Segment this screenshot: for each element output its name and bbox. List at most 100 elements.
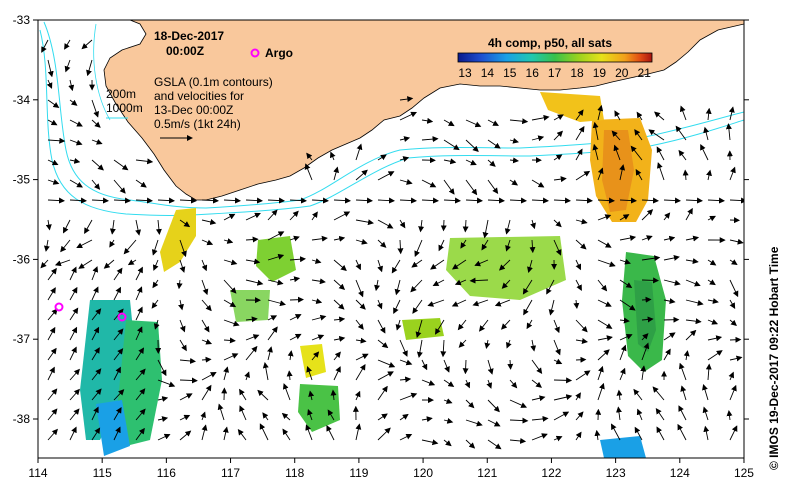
velocity-arrow bbox=[729, 355, 743, 362]
x-tick-label: 122 bbox=[541, 466, 561, 480]
contour-inner bbox=[93, 23, 111, 121]
velocity-arrow bbox=[530, 339, 537, 352]
velocity-arrow bbox=[726, 410, 733, 421]
velocity-arrow bbox=[421, 439, 439, 446]
velocity-arrow bbox=[616, 389, 623, 401]
velocity-arrow bbox=[395, 319, 402, 331]
velocity-arrow bbox=[399, 179, 413, 185]
velocity-arrow bbox=[484, 339, 491, 349]
velocity-arrow bbox=[376, 299, 383, 310]
velocity-arrow bbox=[619, 317, 630, 324]
velocity-arrow bbox=[597, 214, 612, 221]
velocity-arrow bbox=[289, 256, 306, 263]
velocity-arrow bbox=[680, 385, 687, 401]
velocity-arrow bbox=[548, 299, 555, 316]
velocity-arrow bbox=[244, 371, 250, 381]
velocity-arrow bbox=[259, 423, 269, 441]
velocity-arrow bbox=[289, 235, 300, 242]
velocity-arrow bbox=[245, 197, 263, 204]
velocity-arrow bbox=[223, 319, 240, 327]
velocity-arrow bbox=[575, 259, 582, 271]
velocity-arrow bbox=[415, 319, 423, 338]
velocity-arrow bbox=[597, 259, 616, 268]
velocity-arrow bbox=[311, 197, 329, 204]
velocity-arrow bbox=[69, 368, 80, 381]
y-tick-label: -33 bbox=[13, 13, 31, 27]
velocity-arrow bbox=[109, 219, 116, 235]
velocity-arrow bbox=[54, 259, 71, 267]
x-tick-label: 123 bbox=[606, 466, 626, 480]
velocity-arrow bbox=[575, 197, 593, 204]
velocity-arrow bbox=[619, 214, 630, 221]
depth-label-1000m: 1000m bbox=[106, 101, 143, 115]
velocity-arrow bbox=[630, 145, 643, 161]
velocity-arrow bbox=[575, 218, 588, 225]
y-tick-label: -35 bbox=[13, 173, 31, 187]
velocity-arrow bbox=[47, 267, 57, 281]
velocity-arrow bbox=[201, 219, 217, 225]
velocity-arrow bbox=[611, 130, 621, 141]
velocity-arrow bbox=[440, 339, 447, 358]
velocity-arrow bbox=[619, 299, 636, 311]
velocity-arrow bbox=[267, 299, 286, 307]
velocity-arrow bbox=[355, 279, 364, 298]
velocity-arrow bbox=[654, 111, 665, 121]
velocity-arrow bbox=[656, 146, 665, 161]
velocity-arrow bbox=[531, 433, 548, 441]
velocity-arrow bbox=[91, 179, 101, 190]
velocity-arrow bbox=[414, 239, 423, 258]
map-time: 00:00Z bbox=[166, 44, 204, 58]
velocity-arrow bbox=[597, 365, 604, 381]
x-tick-label: 114 bbox=[28, 466, 47, 480]
velocity-arrow bbox=[478, 319, 489, 332]
velocity-arrow bbox=[597, 299, 612, 307]
velocity-arrow bbox=[157, 416, 169, 423]
velocity-arrow bbox=[304, 163, 313, 181]
velocity-arrow bbox=[223, 366, 230, 381]
velocity-arrow bbox=[729, 384, 737, 401]
y-axis: -33 -34 -35 -36 -37 -38 bbox=[13, 13, 749, 426]
velocity-arrow bbox=[47, 119, 58, 126]
velocity-arrow bbox=[526, 319, 533, 330]
velocity-arrow bbox=[472, 299, 489, 307]
velocity-arrow bbox=[223, 279, 237, 294]
x-tick-label: 121 bbox=[477, 466, 497, 480]
velocity-arrow bbox=[201, 279, 209, 296]
argo-float-marker bbox=[117, 312, 127, 322]
velocity-arrow bbox=[289, 296, 304, 303]
velocity-arrow bbox=[597, 239, 612, 248]
velocity-arrow bbox=[481, 239, 489, 251]
velocity-arrow bbox=[47, 388, 58, 401]
velocity-arrow bbox=[575, 109, 584, 121]
velocity-arrow bbox=[575, 125, 585, 141]
velocity-arrow bbox=[355, 259, 361, 271]
colorbar-tick-label: 13 bbox=[458, 66, 472, 80]
velocity-arrow bbox=[706, 169, 712, 181]
velocity-arrow bbox=[179, 219, 191, 228]
velocity-arrow bbox=[432, 279, 445, 286]
velocity-arrow bbox=[135, 388, 146, 401]
velocity-arrow bbox=[201, 319, 210, 333]
velocity-arrow bbox=[201, 384, 212, 401]
velocity-arrow bbox=[487, 159, 496, 167]
velocity-arrow bbox=[267, 346, 273, 361]
velocity-arrow bbox=[47, 59, 54, 78]
velocity-arrow bbox=[179, 377, 198, 384]
velocity-arrow bbox=[135, 219, 142, 236]
sst-patch-leeuwin bbox=[118, 320, 162, 446]
velocity-arrow bbox=[487, 399, 500, 413]
velocity-arrow bbox=[267, 315, 278, 321]
velocity-arrow bbox=[311, 351, 320, 361]
velocity-arrow bbox=[641, 342, 650, 361]
velocity-arrow bbox=[613, 144, 621, 161]
velocity-arrow bbox=[443, 197, 461, 204]
velocity-arrow bbox=[705, 107, 712, 121]
velocity-arrow bbox=[84, 219, 93, 234]
velocity-arrow bbox=[527, 259, 533, 273]
velocity-arrow bbox=[267, 279, 284, 286]
velocity-arrow bbox=[703, 126, 710, 141]
velocity-arrow bbox=[509, 417, 529, 424]
velocity-arrow bbox=[399, 219, 406, 229]
velocity-arrow bbox=[239, 405, 247, 421]
velocity-arrow bbox=[641, 296, 652, 303]
